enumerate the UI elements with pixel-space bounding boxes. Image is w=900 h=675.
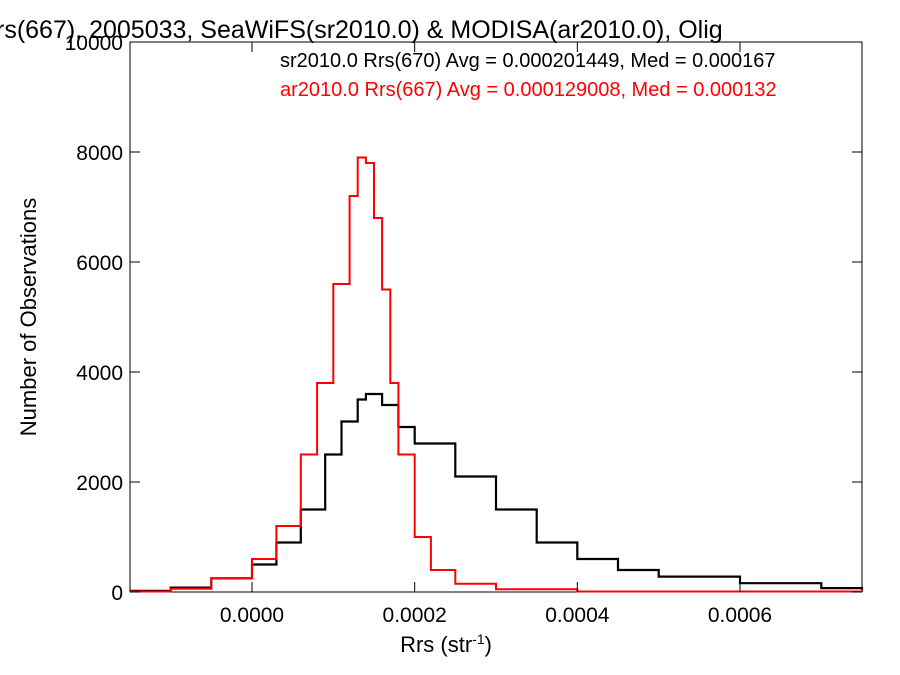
plot-frame (129, 41, 863, 593)
x-tick-label: 0.0006 (708, 604, 772, 627)
y-tick-label: 6000 (76, 252, 123, 275)
x-tick-label: 0.0002 (383, 604, 447, 627)
series-line-ar2010 (130, 156, 863, 593)
legend-entry-ar2010: ar2010.0 Rrs(667) Avg = 0.000129008, Med… (280, 79, 777, 101)
y-tick-label: 8000 (76, 142, 123, 165)
x-axis-label-end: ) (485, 632, 492, 657)
y-axis-label: Number of Observations (16, 198, 41, 436)
x-axis-label: Rrs (str-1) (400, 631, 492, 657)
y-tick-label: 2000 (76, 472, 123, 495)
legend-entry-sr2010: sr2010.0 Rrs(670) Avg = 0.000201449, Med… (280, 50, 776, 72)
x-axis-label-sup: -1 (472, 631, 485, 647)
x-axis-label-main: Rrs (str (400, 632, 472, 657)
y-tick-label: 4000 (76, 362, 123, 385)
chart-title: rs(667), 2005033, SeaWiFS(sr2010.0) & MO… (0, 16, 723, 44)
series-line-sr2010 (130, 392, 864, 592)
ticks-layer: 0.0000 0.0002 0.0004 0.0006 0 2000 4000 6000 800… (65, 32, 862, 627)
series-layer (130, 156, 864, 593)
plot-area (129, 41, 863, 593)
x-tick-label: 0.0000 (220, 604, 284, 627)
y-tick-label: 0 (111, 582, 123, 605)
x-tick-label: 0.0004 (545, 604, 610, 627)
y-tick-label: 10000 (65, 32, 123, 55)
